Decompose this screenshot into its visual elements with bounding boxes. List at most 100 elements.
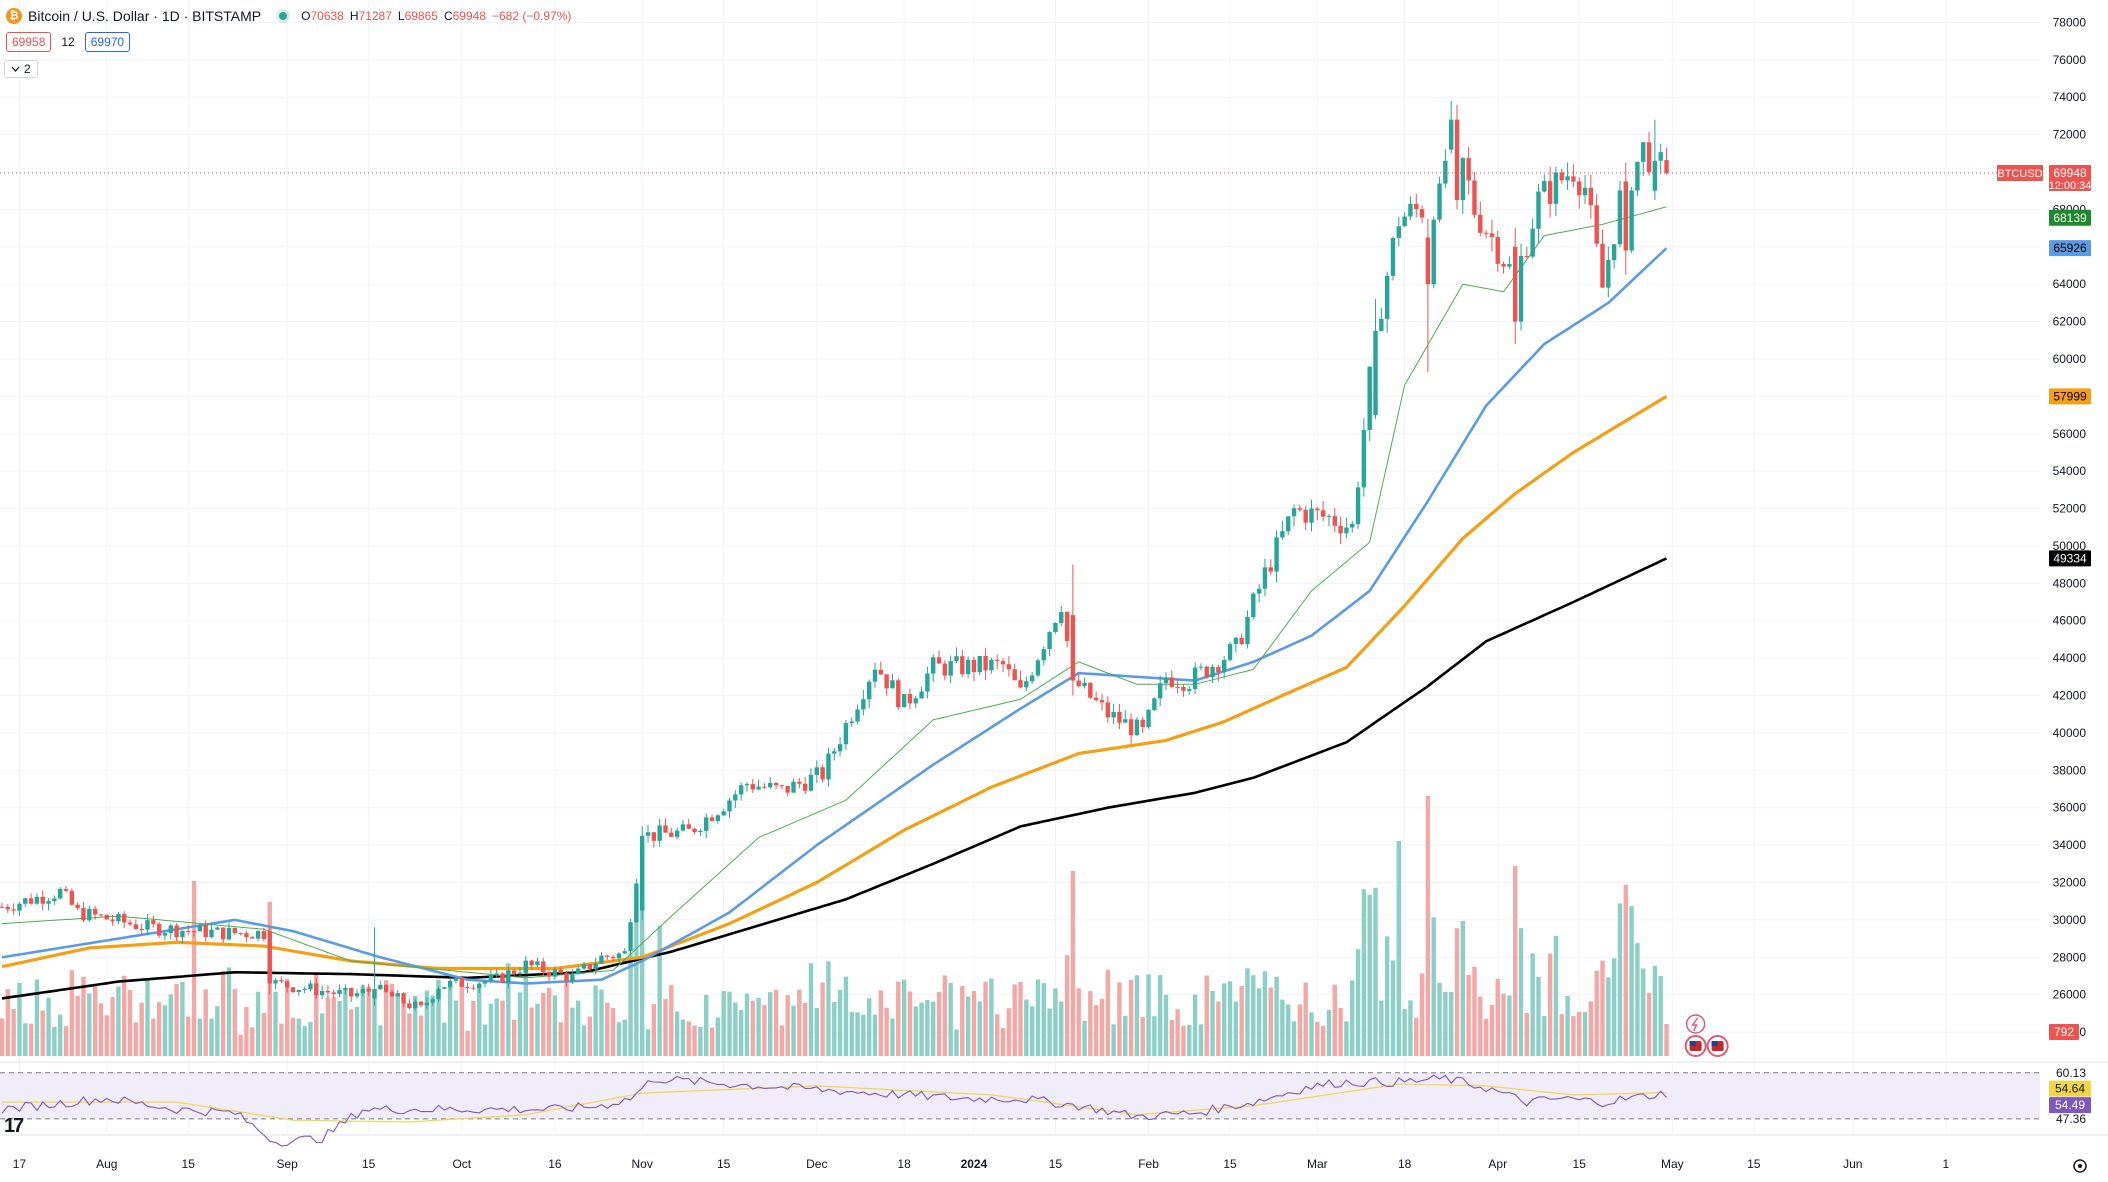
volume-bar — [1326, 1009, 1332, 1056]
candle-body — [1373, 330, 1378, 416]
candle-body — [1646, 142, 1652, 173]
volume-bar — [1111, 1024, 1116, 1056]
candle-body — [174, 925, 179, 938]
volume-bar — [1297, 1004, 1303, 1056]
x-tick-label: 18 — [1398, 1157, 1412, 1171]
volume-bar — [1478, 996, 1483, 1056]
symbol-header: ₿ Bitcoin / U.S. Dollar · 1D · BITSTAMP … — [6, 6, 571, 26]
candle-body — [1460, 158, 1466, 201]
candle-body — [1088, 682, 1093, 698]
candle-body — [1402, 216, 1407, 227]
candle-body — [610, 956, 616, 959]
volume-bar — [1128, 979, 1134, 1056]
candle-body — [558, 969, 563, 974]
volume-bar — [704, 994, 709, 1056]
candle-body — [40, 896, 45, 904]
volume-bar — [610, 1007, 616, 1056]
candle-body — [727, 800, 732, 812]
volume-bar — [209, 1018, 214, 1056]
candle-body — [1222, 660, 1227, 673]
volume-bar — [1513, 866, 1518, 1056]
candle-body — [453, 978, 459, 981]
volume-bar — [378, 1025, 383, 1056]
candle-body — [1198, 666, 1204, 668]
y-tick-label: 62000 — [2053, 315, 2087, 329]
candle-body — [680, 824, 686, 831]
volume-bar — [1286, 1004, 1291, 1056]
candle-body — [343, 988, 348, 990]
y-tick-label: 48000 — [2053, 576, 2087, 590]
volume-bar — [1303, 982, 1308, 1056]
buy-button[interactable]: 69970 — [84, 32, 131, 52]
candle-body — [1611, 244, 1617, 261]
volume-bar — [1530, 953, 1535, 1056]
tradingview-logo-icon[interactable]: 17 — [4, 1115, 24, 1137]
last-price-tag-bg — [2049, 164, 2091, 191]
sell-button[interactable]: 69958 — [6, 32, 52, 52]
volume-bar — [1594, 970, 1599, 1056]
x-tick-label: 15 — [182, 1157, 196, 1171]
candle-body — [58, 889, 63, 899]
volume-bar — [1495, 979, 1500, 1056]
candle-body — [1390, 237, 1396, 276]
volume-bar — [349, 1009, 354, 1056]
volume-bar — [1384, 936, 1390, 1056]
candle-body — [1204, 666, 1209, 678]
volume-bar — [261, 1013, 267, 1056]
candle-body — [552, 969, 558, 977]
volume-bar — [1245, 968, 1250, 1056]
volume-bar — [1367, 894, 1372, 1056]
volume-bar — [459, 980, 464, 1056]
candle-body — [1064, 612, 1070, 642]
ohlc-high: H71287 — [349, 9, 392, 23]
volume-bar — [575, 1000, 581, 1056]
candle-body — [238, 933, 243, 935]
candle-body — [564, 973, 569, 982]
ma100-tag-bg — [2049, 388, 2091, 405]
volume-bar — [791, 1005, 796, 1056]
candle-body — [250, 937, 255, 939]
candle-body — [1320, 510, 1326, 517]
candle-body — [1448, 119, 1454, 150]
candle-body — [738, 785, 744, 795]
candle-body — [721, 811, 726, 816]
volume-bar — [1117, 982, 1122, 1056]
volume-bar — [343, 989, 348, 1056]
volume-bar — [244, 1006, 249, 1056]
symbol-title[interactable]: Bitcoin / U.S. Dollar · 1D · BITSTAMP — [28, 8, 262, 24]
volume-bar — [1198, 1024, 1204, 1056]
candle-body — [1227, 644, 1233, 661]
volume-bar — [1635, 943, 1640, 1056]
volume-bar — [1652, 965, 1658, 1056]
candle-body — [1501, 263, 1506, 267]
candle-body — [110, 919, 115, 922]
candle-body — [1513, 246, 1518, 322]
candle-body — [663, 825, 668, 833]
x-tick-label: 15 — [362, 1157, 376, 1171]
candle-body — [139, 928, 144, 930]
candle-body — [23, 898, 28, 904]
volume-bar — [738, 1010, 744, 1056]
volume-bar — [197, 1018, 203, 1056]
candle-body — [226, 927, 232, 940]
ma50-tag-bg — [2049, 240, 2091, 257]
candle-body — [733, 794, 738, 801]
candle-body — [861, 699, 866, 710]
volume-bar — [186, 1016, 191, 1056]
candle-body — [261, 931, 267, 939]
candle-body — [1111, 711, 1116, 718]
candle-body — [1571, 176, 1576, 182]
candle-body — [1303, 509, 1308, 523]
rsi-lower-label: 47.36 — [2056, 1112, 2086, 1126]
volume-bar — [500, 1000, 505, 1056]
volume-bar — [645, 1029, 651, 1056]
volume-bar — [861, 1014, 866, 1056]
candle-body — [11, 909, 16, 911]
volume-bar — [1157, 975, 1163, 1056]
indicators-toggle[interactable]: 2 — [4, 60, 38, 78]
event-flash-icon — [1685, 1014, 1706, 1034]
ma20-tag-bg — [2049, 209, 2091, 226]
volume-bar — [92, 984, 98, 1056]
x-tick-label: 16 — [548, 1157, 562, 1171]
